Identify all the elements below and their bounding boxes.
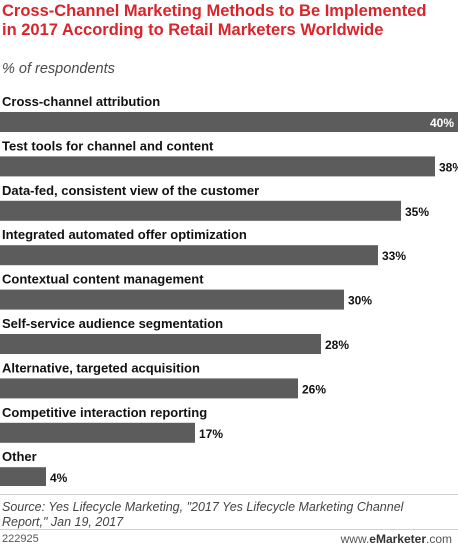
value-label: 4%	[50, 471, 68, 485]
category-label: Cross-channel attribution	[2, 94, 160, 109]
bar	[0, 289, 344, 310]
value-label: 33%	[382, 249, 406, 263]
bar	[0, 245, 378, 266]
value-label: 30%	[348, 294, 372, 308]
category-label: Competitive interaction reporting	[2, 405, 207, 420]
value-label: 26%	[302, 382, 326, 396]
value-label: 28%	[325, 338, 349, 352]
value-label: 38%	[439, 160, 458, 174]
footer-divider	[0, 529, 458, 530]
category-label: Test tools for channel and content	[2, 138, 214, 153]
chart-subtitle: % of respondents	[2, 61, 115, 77]
bar	[0, 156, 435, 177]
bar	[0, 112, 458, 132]
category-label: Alternative, targeted acquisition	[2, 360, 200, 375]
category-label: Self-service audience segmentation	[2, 316, 223, 331]
value-label: 35%	[405, 205, 429, 219]
category-label: Integrated automated offer optimization	[2, 227, 247, 242]
source-note: Source: Yes Lifecycle Marketing, "2017 Y…	[2, 500, 404, 529]
brand-prefix: www.	[340, 532, 370, 546]
chart-id: 222925	[2, 533, 39, 545]
bar	[0, 422, 195, 443]
bar	[0, 378, 298, 399]
category-label: Data-fed, consistent view of the custome…	[2, 183, 259, 198]
brand-logo[interactable]: www.eMarketer.com	[341, 532, 452, 546]
bar	[0, 467, 46, 486]
value-label: 17%	[199, 427, 223, 441]
bar	[0, 200, 401, 221]
source-divider	[0, 494, 458, 495]
value-label: 40%	[430, 116, 454, 130]
category-label: Other	[2, 449, 37, 464]
bar-chart: Cross-channel attribution 40% Test tools f…	[0, 94, 458, 486]
bar	[0, 334, 321, 354]
category-label: Contextual content management	[2, 272, 204, 287]
brand-name: eMarketer	[369, 532, 426, 546]
chart-title: Cross-Channel Marketing Methods to Be Im…	[2, 2, 427, 39]
brand-suffix: .com	[425, 532, 452, 546]
